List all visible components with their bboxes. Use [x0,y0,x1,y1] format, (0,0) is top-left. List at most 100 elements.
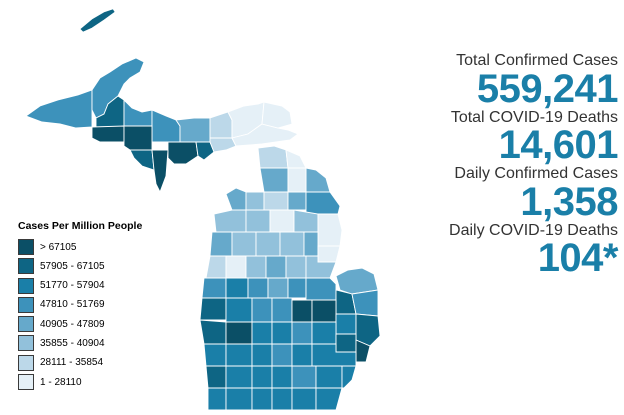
stat-block-total-cases: Total Confirmed Cases 559,241 [388,52,619,111]
stat-label: Daily COVID-19 Deaths [449,221,618,239]
baraga-region [123,98,153,127]
legend-item: > 67105 [18,238,168,256]
delta-region [167,141,199,165]
iosco-region [317,213,343,247]
kalkaska-region [245,209,271,233]
alger-region [175,117,211,143]
clinton-region [291,299,313,323]
ogemaw-region [303,231,319,257]
detroit-region [341,365,357,389]
up-far-west-region [25,89,93,129]
barry-region [251,321,273,345]
legend-label: 57905 - 67105 [40,260,105,272]
legend-swatch [18,239,34,255]
crawford-region [269,209,295,233]
southern-border-region [271,387,293,411]
missaukee-region [255,231,281,257]
legend-label: 40905 - 47809 [40,318,105,330]
legend-item: 40905 - 47809 [18,315,168,333]
luce-region [209,111,233,139]
monroe-south-region [315,387,343,411]
kent-region [225,297,253,323]
branch-region [251,365,273,389]
mecosta-region [247,277,269,299]
isle-royale-region [79,8,116,33]
osceola-region [245,255,267,279]
stat-value: 559,241 [476,66,619,111]
st-joseph-region [251,387,273,411]
stat-block-daily-cases: Daily Confirmed Cases 1,358 [388,165,618,224]
legend-item: 57905 - 67105 [18,257,168,275]
monroe-region [315,365,343,389]
leelanau-region [225,187,247,211]
mason-region [205,255,227,279]
legend-label: 28111 - 35854 [40,357,104,369]
jackson-region [251,343,273,367]
mackinac-west-region [209,137,237,153]
legend-swatch [18,335,34,352]
menominee-region [151,149,169,194]
kalamazoo-region [225,365,253,389]
van-buren-region [205,365,227,389]
allegan-region [203,343,227,367]
mackinac-east-region [231,123,299,147]
wayne-west-region [291,343,313,367]
otsego-region [263,191,289,211]
stat-value: 104* [537,236,619,280]
ingham-region [291,321,313,345]
midland-region [287,277,307,299]
map-legend: Cases Per Million People > 67105 57905 -… [18,220,168,392]
manistee-region [209,231,233,257]
stat-value: 14,601 [498,123,619,167]
isabella-region [267,277,289,299]
iron-region [123,125,153,151]
roscommon-region [279,231,305,257]
ionia-region [225,321,253,345]
sault-region [261,101,293,129]
montcalm-region [251,297,273,323]
hillsdale-region [271,365,293,389]
benzie-region [213,209,247,233]
legend-label: 47810 - 51769 [40,299,105,311]
dickinson-region [129,149,155,171]
oscoda-region [287,191,307,211]
genesee-region [311,299,337,323]
stats-panel: Total Confirmed Cases 559,241 Total COVI… [388,52,618,278]
gogebic-region [91,125,125,143]
legend-label: 51770 - 57904 [40,280,105,292]
arenac-region [317,245,341,263]
montmorency-region [287,167,307,193]
oakland-region [335,333,357,353]
ottawa-region [199,319,227,345]
legend-item: 47810 - 51769 [18,296,168,314]
gratiot-region [271,297,293,323]
legend-item: 51770 - 57904 [18,277,168,295]
wexford-region [231,231,257,257]
alcona-region [293,209,319,233]
legend-swatch [18,374,34,391]
saginaw-region [305,277,337,301]
stat-block-daily-deaths: Daily COVID-19 Deaths 104* [388,221,619,280]
charlevoix-region [259,167,289,193]
clare-region [265,255,287,279]
gladwin-region [285,255,307,279]
schoolcraft-region [195,141,215,161]
southeast-border-region [291,387,317,411]
stat-value: 1,358 [520,179,618,224]
berrien-region [207,387,227,411]
sanilac-region [351,289,379,317]
marquette-region [151,109,181,143]
huron-region [335,267,379,295]
legend-label: 1 - 28110 [40,376,82,388]
legend-item: 1 - 28110 [18,373,168,391]
oceana-region [201,277,227,299]
legend-item: 35855 - 40904 [18,334,168,352]
cass-region [225,387,253,411]
legend-label: 35855 - 40904 [40,337,105,349]
stat-label: Total COVID-19 Deaths [450,108,618,126]
legend-item: 28111 - 35854 [18,354,168,372]
legend-title: Cases Per Million People [18,220,143,232]
legend-swatch [18,354,34,371]
newaygo-region [225,277,249,299]
